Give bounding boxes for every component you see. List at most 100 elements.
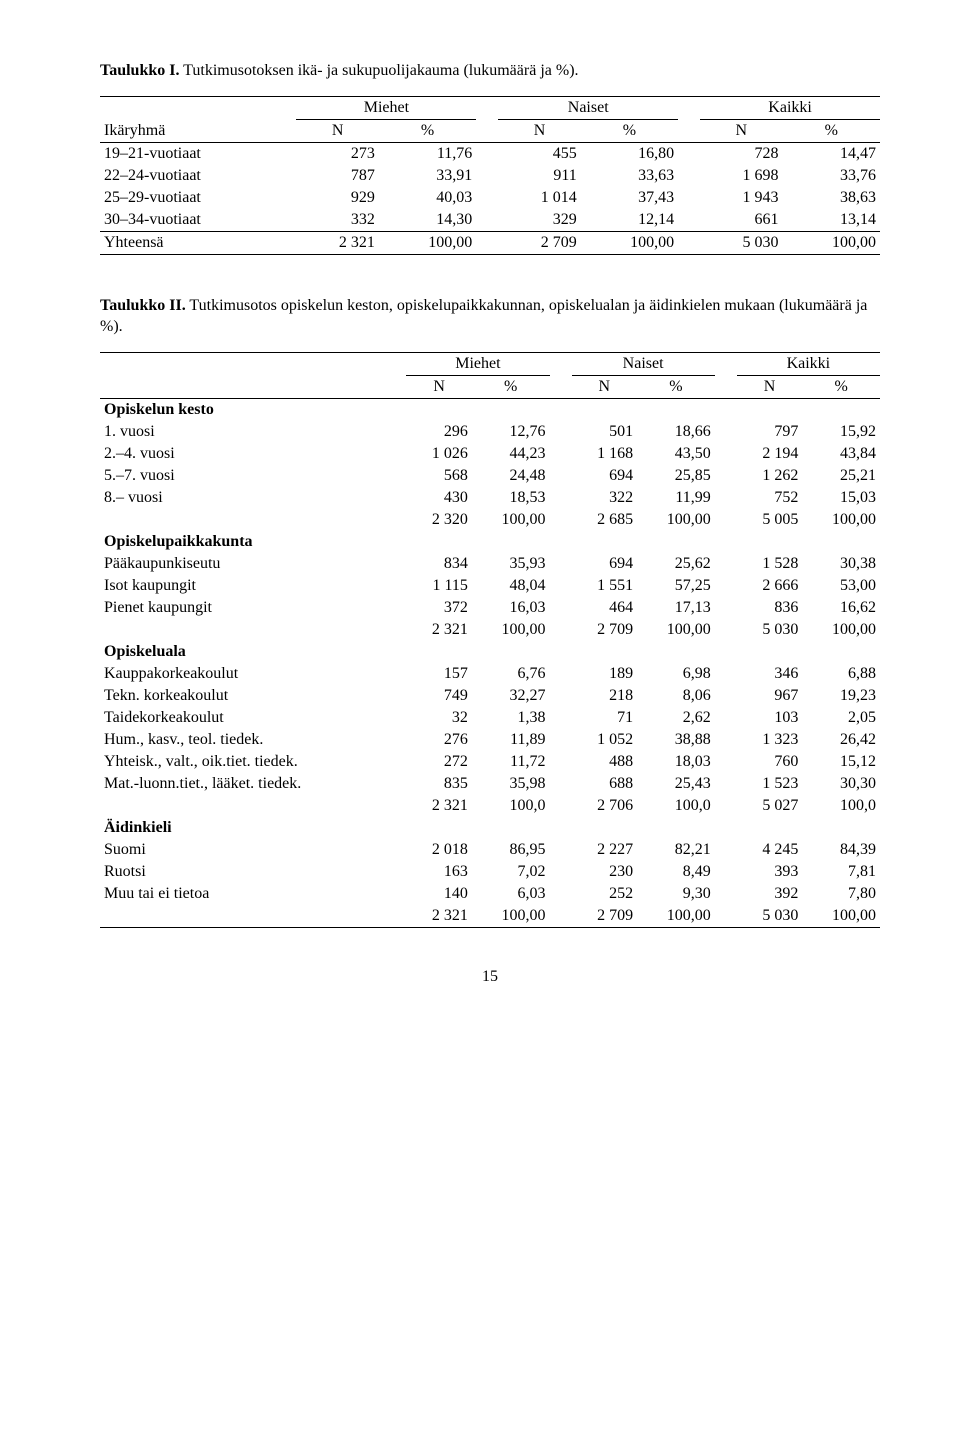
cell: 11,72 [472,751,550,773]
cell: 18,66 [637,421,715,443]
cell: 32,27 [472,685,550,707]
table2-sub-p3: % [802,375,880,398]
table2-sub-p2: % [637,375,715,398]
cell [802,641,880,663]
cell: 393 [737,861,803,883]
row-label [100,509,406,531]
cell: 15,03 [802,487,880,509]
cell: 24,48 [472,465,550,487]
cell: 16,80 [581,142,678,165]
cell: 252 [572,883,638,905]
cell: 694 [572,553,638,575]
cell: 2 709 [572,905,638,928]
section-title: Opiskelupaikkakunta [100,531,406,553]
cell: 694 [572,465,638,487]
table2-group-miehet: Miehet [406,352,549,375]
cell: 16,62 [802,597,880,619]
row-label: Yhteisk., valt., oik.tiet. tiedek. [100,751,406,773]
cell [637,398,715,421]
cell: 11,76 [379,142,476,165]
cell: 38,88 [637,729,715,751]
cell: 372 [406,597,472,619]
row-label: 5.–7. vuosi [100,465,406,487]
cell: 100,00 [637,509,715,531]
row-label: 19–21-vuotiaat [100,142,296,165]
cell: 163 [406,861,472,883]
table1-caption-bold: Taulukko I. [100,62,179,79]
cell: 15,92 [802,421,880,443]
row-label: 30–34-vuotiaat [100,209,296,232]
cell: 2 685 [572,509,638,531]
cell: 6,76 [472,663,550,685]
cell: 929 [296,187,378,209]
cell: 9,30 [637,883,715,905]
cell: 1 523 [737,773,803,795]
cell: 14,30 [379,209,476,232]
cell: 2 321 [406,795,472,817]
cell: 100,00 [802,905,880,928]
row-label: Pienet kaupungit [100,597,406,619]
table1-sub-n2: N [498,119,580,142]
cell: 33,76 [783,165,880,187]
table1-total-c5: 100,00 [783,231,880,254]
cell: 6,03 [472,883,550,905]
cell: 230 [572,861,638,883]
cell: 48,04 [472,575,550,597]
cell: 1 323 [737,729,803,751]
cell: 501 [572,421,638,443]
cell: 2 666 [737,575,803,597]
table2-caption-bold: Taulukko II. [100,297,186,314]
cell [472,641,550,663]
cell: 26,42 [802,729,880,751]
table1-sub-p3: % [783,119,880,142]
cell: 760 [737,751,803,773]
table1-total-c3: 100,00 [581,231,678,254]
table1-total-c0: 2 321 [296,231,378,254]
cell: 752 [737,487,803,509]
cell: 797 [737,421,803,443]
cell: 25,21 [802,465,880,487]
table2-group-naiset: Naiset [572,352,715,375]
table1-total-c2: 2 709 [498,231,580,254]
cell: 40,03 [379,187,476,209]
row-label: Suomi [100,839,406,861]
cell: 2,62 [637,707,715,729]
cell: 1 168 [572,443,638,465]
cell: 455 [498,142,580,165]
cell: 38,63 [783,187,880,209]
table2-corner [100,352,406,375]
row-label: Pääkaupunkiseutu [100,553,406,575]
cell [572,531,638,553]
cell: 100,0 [637,795,715,817]
cell: 30,38 [802,553,880,575]
row-label: Muu tai ei tietoa [100,883,406,905]
cell: 140 [406,883,472,905]
table1-group-kaikki: Kaikki [700,96,880,119]
cell [406,641,472,663]
cell: 100,00 [472,905,550,928]
cell: 1 052 [572,729,638,751]
cell: 346 [737,663,803,685]
cell [472,817,550,839]
cell: 189 [572,663,638,685]
cell: 157 [406,663,472,685]
section-title: Opiskelun kesto [100,398,406,421]
cell [637,641,715,663]
cell: 1 698 [700,165,782,187]
cell: 11,89 [472,729,550,751]
table2-sub-n3: N [737,375,803,398]
cell: 53,00 [802,575,880,597]
cell: 2 018 [406,839,472,861]
cell: 1 551 [572,575,638,597]
cell: 25,85 [637,465,715,487]
cell [802,398,880,421]
cell [737,817,803,839]
cell: 33,63 [581,165,678,187]
cell [406,398,472,421]
table1-caption-rest: Tutkimusotoksen ikä- ja sukupuolijakauma… [179,62,578,79]
cell: 5 005 [737,509,803,531]
cell: 35,93 [472,553,550,575]
cell [572,641,638,663]
cell: 2 321 [406,905,472,928]
cell: 103 [737,707,803,729]
